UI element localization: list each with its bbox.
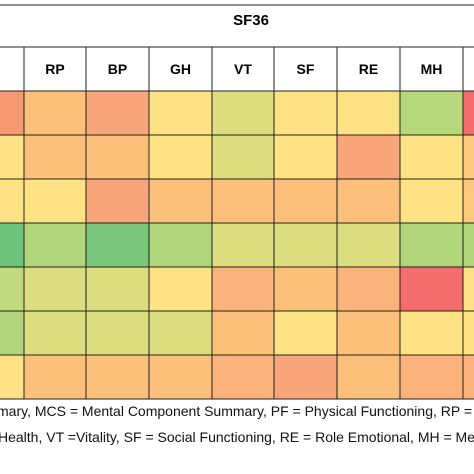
heatmap-cell: [399, 354, 464, 400]
heatmap-cell: [336, 310, 401, 356]
heatmap-cell: [85, 222, 150, 268]
column-header-cell: [23, 46, 87, 92]
heatmap-cell: [0, 266, 25, 312]
column-header-cell: [0, 46, 25, 92]
heatmap-cell: [399, 222, 464, 268]
heatmap-cell: [148, 354, 213, 400]
heatmap-cell: [273, 266, 338, 312]
heatmap-cell: [399, 178, 464, 224]
heatmap-cell: [0, 354, 25, 400]
heatmap-cell: [85, 266, 150, 312]
heatmap-cell: [336, 266, 401, 312]
heatmap-cell: [399, 90, 464, 136]
heatmap-cell: [273, 310, 338, 356]
column-header-cell: [211, 46, 275, 92]
heatmap-cell: [211, 90, 275, 136]
heatmap-cell: [85, 134, 150, 180]
footnote-line-1: mary, MCS = Mental Component Summary, PF…: [0, 403, 473, 419]
heatmap-cell: [336, 354, 401, 400]
heatmap-cell: [0, 90, 25, 136]
heatmap-cell: [23, 354, 87, 400]
heatmap-cell: [273, 90, 338, 136]
heatmap-cell: [462, 222, 474, 268]
column-header-cell: [462, 46, 474, 92]
heatmap-cell: [148, 222, 213, 268]
heatmap-cell: [23, 134, 87, 180]
heatmap-cell: [273, 134, 338, 180]
heatmap-cell: [211, 134, 275, 180]
heatmap-cell: [336, 222, 401, 268]
column-header-rp: RP: [45, 61, 64, 77]
heatmap-cell: [23, 266, 87, 312]
heatmap-cell: [462, 178, 474, 224]
heatmap-cell: [336, 90, 401, 136]
heatmap-cell: [211, 310, 275, 356]
heatmap-cell: [462, 90, 474, 136]
heatmap-cell: [336, 178, 401, 224]
column-header-mh: MH: [421, 61, 443, 77]
heatmap-cell: [23, 178, 87, 224]
heatmap-cell: [85, 354, 150, 400]
heatmap-cell: [148, 134, 213, 180]
heatmap-cell: [23, 222, 87, 268]
heatmap-cell: [399, 266, 464, 312]
column-header-bp: BP: [108, 61, 127, 77]
heatmap-cell: [85, 178, 150, 224]
heatmap-cell: [0, 310, 25, 356]
heatmap-cell: [273, 354, 338, 400]
column-header-cell: [85, 46, 150, 92]
heatmap-cell: [462, 134, 474, 180]
heatmap-grid: RP BP GH VT SF RE MH: [0, 4, 474, 400]
heatmap-cell: [462, 354, 474, 400]
heatmap-cell: [0, 134, 25, 180]
heatmap-cell: [211, 222, 275, 268]
heatmap-cell: [399, 134, 464, 180]
heatmap-cell: [462, 310, 474, 356]
heatmap-cell: [211, 354, 275, 400]
heatmap-cell: [23, 310, 87, 356]
heatmap-cell: [0, 222, 25, 268]
column-header-re: RE: [359, 61, 378, 77]
heatmap-cell: [211, 266, 275, 312]
heatmap-cell: [85, 310, 150, 356]
heatmap-cell: [85, 90, 150, 136]
heatmap-cell: [211, 178, 275, 224]
chart-title: SF36: [233, 12, 269, 29]
column-header-vt: VT: [234, 61, 252, 77]
footnote-line-2: Health, VT =Vitality, SF = Social Functi…: [0, 429, 474, 445]
column-header-sf: SF: [297, 61, 315, 77]
heatmap-cell: [23, 90, 87, 136]
heatmap-cell: [273, 178, 338, 224]
heatmap-cell: [336, 134, 401, 180]
heatmap-cell: [148, 266, 213, 312]
heatmap-cell: [0, 178, 25, 224]
column-header-gh: GH: [170, 61, 191, 77]
heatmap-cell: [148, 178, 213, 224]
heatmap-cell: [148, 310, 213, 356]
heatmap-cell: [399, 310, 464, 356]
heatmap-cell: [148, 90, 213, 136]
heatmap-cell: [462, 266, 474, 312]
heatmap-cell: [273, 222, 338, 268]
